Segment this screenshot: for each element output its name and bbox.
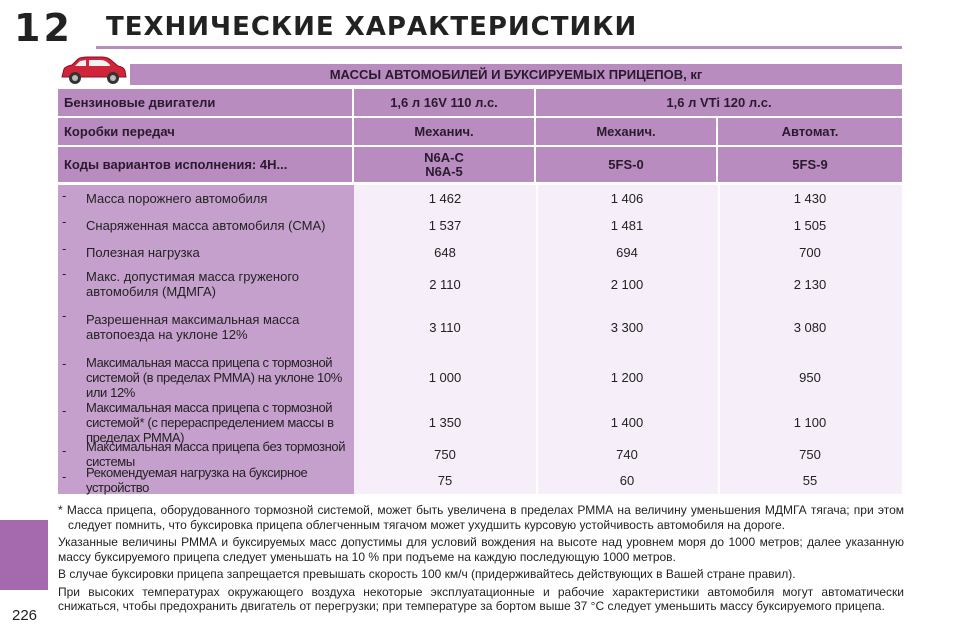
- values-bg: [354, 185, 902, 494]
- table-row: - Максимальная масса прицепа с тормозной …: [58, 354, 902, 400]
- row-value: 1 481: [610, 217, 644, 233]
- table-row: - Рекомендуемая нагрузка на буксирное уст…: [58, 465, 902, 495]
- gearbox-1: Механич.: [354, 118, 536, 145]
- row-dash: -: [62, 443, 66, 458]
- table-row: - Максимальная масса прицепа без тормозно…: [58, 439, 902, 469]
- row-value: 55: [802, 472, 818, 488]
- row-dash: -: [62, 403, 66, 418]
- row-value: 1 400: [610, 414, 644, 430]
- row-value: 2 100: [610, 276, 644, 292]
- note-paragraph: Указанные величины РММА и буксируемых ма…: [58, 535, 904, 564]
- gearbox-2: Механич.: [536, 118, 718, 145]
- chapter-number: 12: [14, 6, 73, 50]
- gearbox-3: Автомат.: [718, 118, 902, 145]
- row-value: 75: [437, 472, 453, 488]
- variant-1: N6A-C N6A-5: [354, 147, 536, 182]
- row-value: 950: [799, 369, 821, 385]
- row-dash: -: [62, 356, 66, 371]
- row-value: 1 430: [793, 190, 827, 206]
- row-value: 60: [619, 472, 635, 488]
- row-dash: -: [62, 188, 67, 203]
- note-paragraph: В случае буксировки прицепа запрещается …: [58, 567, 796, 581]
- notes: * Масса прицепа, оборудованного тормозно…: [58, 503, 904, 617]
- gearbox-label: Коробки передач: [58, 118, 354, 145]
- row-value: 648: [434, 244, 456, 260]
- row-value: 1 200: [610, 369, 644, 385]
- table-row: - Полезная нагрузка 648 694 700: [58, 241, 902, 263]
- variants-row: Коды вариантов исполнения: 4H... N6A-C N…: [58, 147, 902, 182]
- row-label: Максимальная масса прицепа с тормозной с…: [86, 399, 334, 445]
- variants-label: Коды вариантов исполнения: 4H...: [58, 147, 354, 182]
- row-dash: -: [62, 266, 67, 281]
- gearbox-row: Коробки передач Механич. Механич. Автома…: [58, 118, 902, 145]
- chapter-side-tab: [0, 520, 48, 590]
- note-paragraph: При высоких температурах окружающего воз…: [58, 584, 904, 614]
- row-value: 1 000: [428, 369, 462, 385]
- row-label: Масса порожнего автомобиля: [86, 190, 268, 206]
- row-value: 3 080: [793, 319, 827, 335]
- row-value: 3 300: [610, 319, 644, 335]
- row-value: 2 110: [429, 276, 461, 292]
- engines-label: Бензиновые двигатели: [58, 89, 354, 116]
- engines-row: Бензиновые двигатели 1,6 л 16V 110 л.с. …: [58, 89, 902, 116]
- row-dash: -: [62, 308, 67, 323]
- variant-2: 5FS-0: [536, 147, 718, 182]
- table-row: - Масса порожнего автомобиля 1 462 1 406 …: [58, 188, 902, 208]
- footnote: * Масса прицепа, оборудованного тормозно…: [58, 503, 904, 532]
- row-value: 750: [434, 446, 456, 462]
- table-row: - Макс. допустимая масса груженого автомо…: [58, 266, 902, 302]
- car-icon: [61, 56, 127, 84]
- row-value: 740: [616, 446, 638, 462]
- column-divider: [536, 185, 538, 494]
- row-label: Полезная нагрузка: [86, 244, 200, 260]
- row-label: Снаряженная масса автомобиля (СМА): [86, 217, 326, 233]
- row-value: 694: [616, 244, 638, 260]
- page-title: ТЕХНИЧЕСКИЕ ХАРАКТЕРИСТИКИ: [106, 12, 638, 42]
- row-value: 1 462: [428, 190, 462, 206]
- row-value: 1 100: [793, 414, 827, 430]
- row-label: Максимальная масса прицепа с тормозной с…: [86, 354, 342, 400]
- row-value: 700: [799, 244, 821, 260]
- row-value: 1 406: [610, 190, 644, 206]
- row-value: 2 130: [793, 276, 827, 292]
- row-value: 1 537: [428, 217, 462, 233]
- label-column-bg: [58, 185, 354, 494]
- row-dash: -: [62, 214, 67, 229]
- row-value: 3 110: [429, 319, 461, 335]
- row-label: Максимальная масса прицепа без тормозной…: [86, 439, 346, 469]
- table-title: МАССЫ АВТОМОБИЛЕЙ И БУКСИРУЕМЫХ ПРИЦЕПОВ…: [130, 64, 902, 85]
- column-divider: [718, 185, 720, 494]
- row-value: 1 350: [428, 414, 462, 430]
- row-label: Разрешенная максимальная масса автопоезд…: [86, 312, 300, 342]
- row-value: 1 505: [793, 217, 827, 233]
- engine-2: 1,6 л VTi 120 л.с.: [536, 89, 902, 116]
- table-row: - Снаряженная масса автомобиля (СМА) 1 53…: [58, 214, 902, 236]
- row-value: 750: [799, 446, 821, 462]
- row-dash: -: [62, 469, 66, 484]
- table-row: - Максимальная масса прицепа с тормозной …: [58, 400, 902, 445]
- row-label: Макс. допустимая масса груженого автомоб…: [86, 269, 300, 299]
- page-number: 226: [12, 607, 38, 624]
- row-label: Рекомендуемая нагрузка на буксирное устр…: [86, 465, 308, 495]
- header-divider: [96, 46, 902, 49]
- row-dash: -: [62, 241, 67, 256]
- engine-1: 1,6 л 16V 110 л.с.: [354, 89, 536, 116]
- table-row: - Разрешенная максимальная масса автопоез…: [58, 308, 902, 346]
- variant-3: 5FS-9: [718, 147, 902, 182]
